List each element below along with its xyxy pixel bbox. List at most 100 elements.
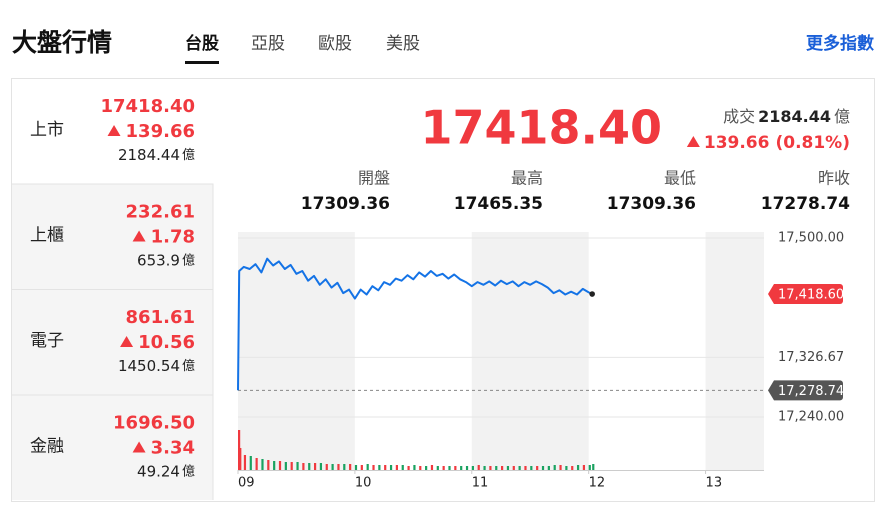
market-price: 232.61 (126, 202, 195, 223)
volume-bar (395, 465, 398, 470)
volume-bar (425, 466, 428, 470)
price-line (237, 257, 593, 391)
quote-volume: 成交 2184.44 億 (723, 107, 850, 126)
volume-bar (436, 466, 439, 470)
last-tag (768, 284, 843, 305)
volume-bar (448, 466, 451, 470)
volume-bar (255, 458, 258, 470)
up-arrow (132, 441, 146, 453)
market-row-bg[interactable] (12, 183, 213, 290)
volume-bar (360, 465, 363, 470)
volume-value: 653.9 (137, 251, 180, 269)
volume-bar (378, 465, 381, 470)
volume-bar (337, 464, 340, 470)
volume-bar (239, 448, 242, 470)
volume-bar (331, 464, 334, 470)
volume-bar (419, 466, 422, 470)
volume-bar (483, 466, 486, 470)
up-arrow (686, 136, 700, 147)
volume-bar (261, 459, 264, 470)
stat-label: 最低 (664, 169, 696, 188)
session-band (705, 232, 764, 470)
tab[interactable]: 亞股 (251, 34, 285, 54)
volume-bar (284, 462, 287, 470)
volume-bar (366, 464, 369, 470)
volume-bar (290, 462, 293, 470)
market-name: 金融 (30, 437, 64, 457)
volume-bar (524, 466, 527, 470)
volume-bar (571, 466, 574, 470)
volume-unit: 億 (182, 463, 195, 479)
volume-bar (296, 462, 299, 470)
volume-bar (313, 463, 317, 470)
volume-bar (592, 464, 595, 470)
market-price: 1696.50 (113, 413, 195, 434)
volume-value: 1450.54 (118, 357, 180, 375)
volume-bar (565, 466, 568, 470)
x-tick-label: 09 (238, 476, 255, 491)
market-row-bg[interactable] (12, 289, 213, 395)
volume-bar (442, 466, 445, 470)
volume-unit: 億 (182, 147, 195, 163)
tab[interactable]: 美股 (386, 34, 420, 54)
volume-bar (512, 466, 515, 470)
x-tick-label: 11 (472, 476, 489, 491)
volume-bar (430, 465, 434, 470)
volume-bar (501, 466, 504, 470)
volume-bar (302, 463, 305, 470)
x-tick-label: 13 (706, 476, 723, 491)
volume-bar (319, 463, 323, 470)
market-row-bg[interactable] (12, 394, 213, 501)
tab-underline (185, 61, 219, 64)
volume-bar (401, 465, 404, 470)
volume-bar (273, 461, 276, 470)
volume-bar (308, 463, 311, 470)
page-title: 大盤行情 (12, 28, 112, 57)
stat-value: 17309.36 (607, 194, 696, 214)
more-link[interactable]: 更多指數 (806, 33, 874, 54)
volume-bar (325, 464, 328, 470)
volume-bar (477, 465, 480, 470)
market-name: 上櫃 (30, 226, 64, 246)
volume-bar (588, 465, 591, 470)
volume-bar (238, 430, 241, 470)
session-band (238, 232, 355, 470)
volume-bar (354, 465, 358, 470)
volume-unit: 億 (182, 252, 195, 268)
volume-value: 2184.44 (118, 146, 180, 164)
reference-tag (768, 380, 843, 401)
market-volume: 653.9 億 (137, 251, 195, 269)
tab[interactable]: 台股 (185, 33, 219, 54)
volume-bar (506, 466, 510, 470)
market-price: 861.61 (126, 307, 195, 328)
up-arrow (107, 125, 121, 136)
volume-bar (553, 465, 556, 470)
volume-label: 成交 (723, 107, 755, 126)
volume-bar (530, 466, 533, 470)
volume-bar (384, 465, 387, 470)
reference-tag-label: 17,278.74 (778, 384, 844, 399)
volume-bar (372, 465, 375, 470)
stat-label: 開盤 (358, 169, 390, 188)
volume-bar (343, 464, 346, 470)
volume-bar (407, 466, 410, 470)
market-change: 1.78 (151, 227, 195, 248)
market-change: 139.66 (126, 121, 195, 142)
volume-bar (413, 465, 416, 470)
tab[interactable]: 歐股 (318, 34, 352, 54)
market-price: 17418.40 (100, 96, 195, 117)
market-name: 電子 (30, 331, 64, 351)
stat-value: 17465.35 (454, 194, 543, 214)
stat-label: 昨收 (818, 169, 850, 188)
y-tick-label: 17,500.00 (778, 231, 844, 246)
volume-bar (536, 466, 539, 470)
volume-bar (454, 466, 457, 470)
volume-bar (249, 456, 252, 470)
market-change: 10.56 (138, 332, 195, 353)
last-point (589, 291, 595, 297)
up-arrow (132, 230, 146, 242)
volume-unit: 億 (182, 358, 195, 374)
volume-bar (278, 461, 282, 470)
volume-bar (389, 465, 393, 470)
